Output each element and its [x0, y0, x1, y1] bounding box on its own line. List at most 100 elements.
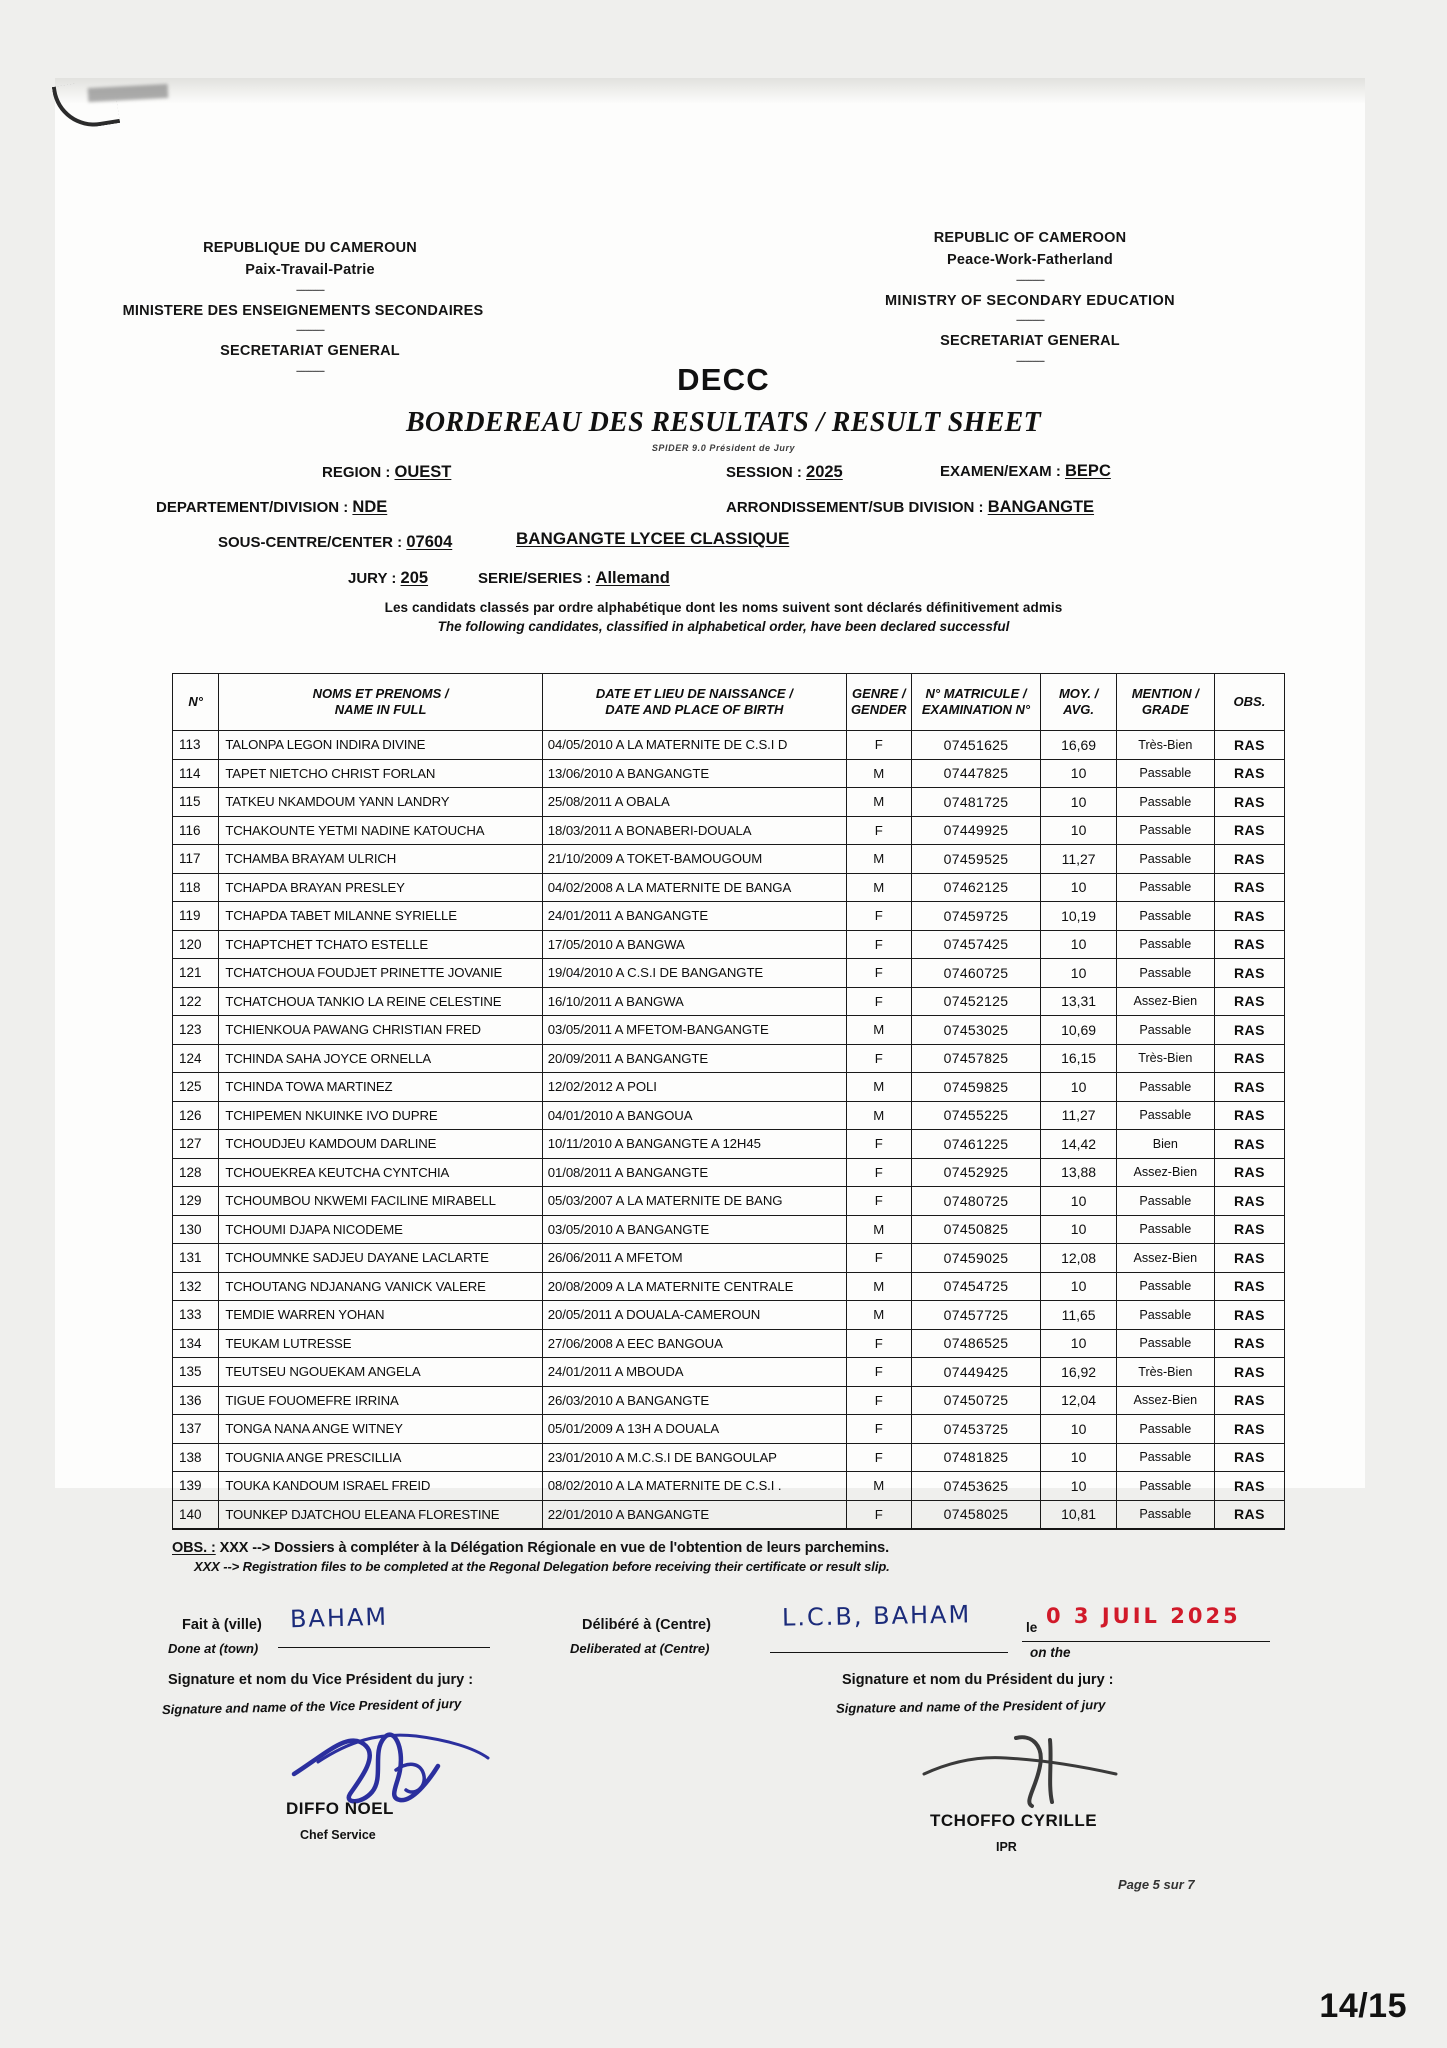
field-session-label: SESSION :: [726, 464, 802, 481]
cell-matricule: 07451625: [910, 730, 1042, 760]
table-row: 113 TALONPA LEGON INDIRA DIVINE 04/05/2010…: [171, 730, 1286, 760]
cell-gender: F: [845, 1129, 912, 1159]
table-row: 123 TCHIENKOUA PAWANG CHRISTIAN FRED 03/05…: [171, 1015, 1286, 1045]
cell-number: 122: [171, 986, 220, 1016]
obs-separator-rule: [172, 1528, 1285, 1530]
cell-grade: Assez-Bien: [1115, 1157, 1215, 1187]
results-table: N° NOMS ET PRENOMS / NAME IN FULL DATE ET…: [171, 673, 1286, 1529]
cell-grade: Passable: [1115, 787, 1215, 817]
table-row: 124 TCHINDA SAHA JOYCE ORNELLA 20/09/2011 …: [171, 1043, 1286, 1073]
header-secretariat-fr: SECRETARIAT GENERAL: [220, 343, 400, 360]
cell-obs: RAS: [1213, 758, 1286, 788]
table-row: 140 TOUNKEP DJATCHOU ELEANA FLORESTINE 22/…: [171, 1499, 1286, 1529]
cell-matricule: 07450725: [910, 1385, 1042, 1415]
table-row: 121 TCHATCHOUA FOUDJET PRINETTE JOVANIE 19…: [171, 958, 1286, 988]
cell-number: 117: [171, 844, 220, 874]
cell-gender: F: [845, 1043, 912, 1073]
cell-matricule: 07457725: [910, 1300, 1042, 1330]
cell-obs: RAS: [1213, 986, 1286, 1016]
cell-birth: 25/08/2011 A OBALA: [541, 787, 847, 817]
cell-gender: F: [845, 929, 912, 959]
cell-gender: F: [845, 730, 912, 760]
field-jury-label: JURY :: [348, 570, 397, 587]
cell-average: 10: [1040, 1186, 1117, 1216]
field-department-value: NDE: [352, 498, 388, 516]
cell-average: 16,69: [1040, 730, 1117, 760]
cell-name: TCHATCHOUA TANKIO LA REINE CELESTINE: [218, 986, 543, 1016]
cell-average: 10: [1040, 872, 1117, 902]
cell-birth: 03/05/2011 A MFETOM-BANGANGTE: [541, 1015, 847, 1045]
cell-number: 138: [171, 1442, 220, 1472]
cell-matricule: 07462125: [910, 872, 1042, 902]
cell-gender: F: [845, 1357, 912, 1387]
field-series-value: Allemand: [595, 569, 670, 587]
exam-code-title: DECC: [677, 362, 770, 397]
header-divider-2-fr: ------------: [296, 325, 325, 337]
table-row: 116 TCHAKOUNTE YETMI NADINE KATOUCHA 18/03…: [171, 815, 1286, 845]
cell-number: 126: [171, 1100, 220, 1130]
field-jury: JURY : 205: [348, 569, 428, 588]
header-english: REPUBLIC OF CAMEROON Peace-Work-Fatherla…: [820, 228, 1240, 372]
notice-text-en: The following candidates, classified in …: [437, 619, 1010, 634]
cell-birth: 26/06/2011 A MFETOM: [541, 1243, 847, 1273]
cell-average: 10: [1040, 929, 1117, 959]
deliberated-at-value-handwritten: L.C.B, BAHAM: [781, 1600, 972, 1632]
cell-matricule: 07481725: [910, 787, 1042, 817]
cell-number: 121: [171, 958, 220, 988]
cell-birth: 13/06/2010 A BANGANGTE: [541, 758, 847, 788]
cell-average: 12,08: [1040, 1243, 1117, 1273]
cell-grade: Passable: [1115, 844, 1215, 874]
header-divider-3-en: ------------: [1016, 356, 1045, 367]
cell-gender: M: [845, 844, 912, 874]
cell-name: TEMDIE WARREN YOHAN: [218, 1300, 543, 1330]
cell-matricule: 07455225: [910, 1100, 1042, 1130]
header-country-fr: REPUBLIQUE DU CAMEROUN: [203, 240, 417, 256]
cell-matricule: 07452925: [910, 1157, 1042, 1187]
cell-number: 133: [171, 1300, 220, 1330]
cell-grade: Passable: [1115, 1214, 1215, 1244]
cell-number: 116: [171, 815, 220, 845]
cell-average: 10: [1040, 1442, 1117, 1472]
table-row: 132 TCHOUTANG NDJANANG VANICK VALERE 20/08…: [171, 1271, 1286, 1301]
cell-average: 11,65: [1040, 1300, 1117, 1330]
field-center-label: SOUS-CENTRE/CENTER :: [218, 534, 403, 551]
date-label-en: on the: [1030, 1645, 1071, 1660]
cell-matricule: 07453725: [910, 1414, 1042, 1444]
cell-matricule: 07480725: [910, 1186, 1042, 1216]
cell-matricule: 07481825: [910, 1442, 1042, 1472]
cell-name: TOUGNIA ANGE PRESCILLIA: [218, 1442, 543, 1472]
document-title: BORDEREAU DES RESULTATS / RESULT SHEET: [405, 407, 1042, 438]
cell-obs: RAS: [1213, 1499, 1286, 1529]
cell-grade: Passable: [1115, 1300, 1215, 1330]
cell-number: 127: [171, 1129, 220, 1159]
cell-birth: 27/06/2008 A EEC BANGOUA: [541, 1328, 847, 1358]
col-header-matricule: N° MATRICULE / EXAMINATION N°: [910, 673, 1042, 731]
obs-text-en: XXX --> Registration files to be complet…: [194, 1559, 890, 1574]
cell-name: TCHOUTANG NDJANANG VANICK VALERE: [218, 1271, 543, 1301]
cell-matricule: 07459725: [910, 901, 1042, 931]
deliberated-at-underline: [770, 1652, 1008, 1653]
cell-number: 137: [171, 1414, 220, 1444]
cell-average: 16,92: [1040, 1357, 1117, 1387]
president-signature-icon: [922, 1735, 1118, 1808]
cell-birth: 16/10/2011 A BANGWA: [541, 986, 847, 1016]
vice-president-name: DIFFO NOEL: [286, 1799, 394, 1818]
president-name: TCHOFFO CYRILLE: [930, 1811, 1098, 1830]
cell-gender: F: [845, 901, 912, 931]
date-label-fr: le: [1026, 1620, 1038, 1635]
cell-name: TCHAKOUNTE YETMI NADINE KATOUCHA: [218, 815, 543, 845]
cell-matricule: 07447825: [910, 758, 1042, 788]
cell-birth: 24/01/2011 A MBOUDA: [541, 1357, 847, 1387]
done-at-label-fr: Fait à (ville): [182, 1617, 262, 1633]
field-center-value: 07604: [406, 533, 453, 551]
cell-obs: RAS: [1213, 787, 1286, 817]
cell-gender: M: [845, 1072, 912, 1102]
software-note: SPIDER 9.0 Président de Jury: [651, 443, 796, 453]
cell-obs: RAS: [1213, 1328, 1286, 1358]
cell-average: 10: [1040, 1328, 1117, 1358]
cell-gender: F: [845, 1385, 912, 1415]
cell-name: TCHOUMBOU NKWEMI FACILINE MIRABELL: [218, 1186, 543, 1216]
results-table-body: 113 TALONPA LEGON INDIRA DIVINE 04/05/2010…: [171, 730, 1286, 1529]
cell-number: 119: [171, 901, 220, 931]
cell-number: 128: [171, 1157, 220, 1187]
